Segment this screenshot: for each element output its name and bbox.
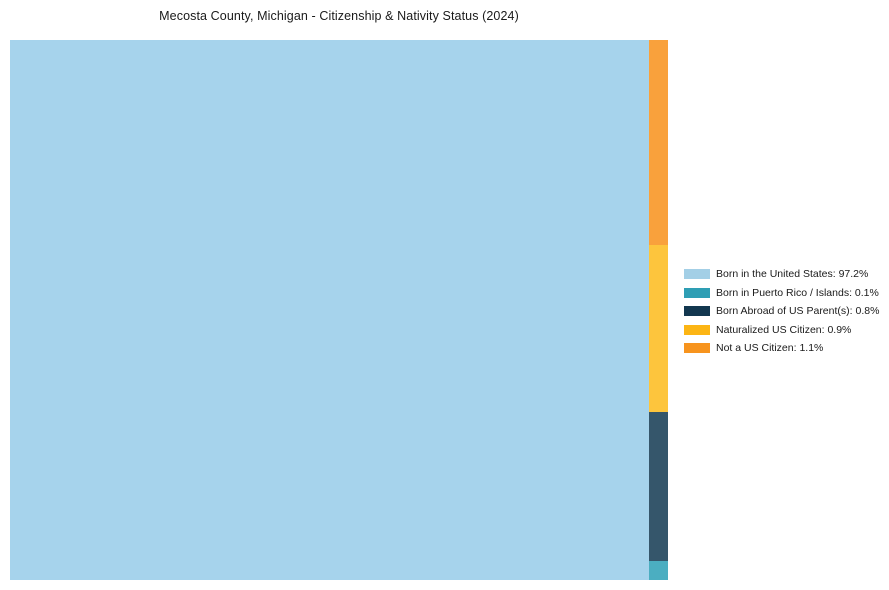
legend-label: Not a US Citizen: 1.1% [716, 342, 824, 355]
legend-item-born-in-the-united-states: Born in the United States: 97.2% [684, 265, 879, 284]
legend-label: Born in the United States: 97.2% [716, 268, 869, 281]
legend-label: Naturalized US Citizen: 0.9% [716, 323, 852, 336]
legend: Born in the United States: 97.2% Born in… [684, 265, 879, 358]
legend-item-born-abroad-of-us-parents: Born Abroad of US Parent(s): 0.8% [684, 302, 879, 321]
treemap-plot-area [10, 40, 668, 580]
legend-label: Born in Puerto Rico / Islands: 0.1% [716, 286, 879, 299]
legend-swatch-not-a-us-citizen [684, 343, 710, 354]
legend-item-not-a-us-citizen: Not a US Citizen: 1.1% [684, 339, 879, 358]
legend-label: Born Abroad of US Parent(s): 0.8% [716, 305, 880, 318]
legend-swatch-naturalized-us-citizen [684, 324, 710, 335]
legend-swatch-born-abroad-of-us-parents [684, 306, 710, 317]
treemap-rect-not-a-us-citizen [648, 40, 668, 245]
legend-swatch-born-in-the-united-states [684, 269, 710, 280]
legend-item-naturalized-us-citizen: Naturalized US Citizen: 0.9% [684, 321, 879, 340]
treemap-rect-born-in-the-united-states [10, 40, 649, 580]
legend-item-born-in-puerto-rico-islands: Born in Puerto Rico / Islands: 0.1% [684, 284, 879, 303]
treemap-rect-naturalized-us-citizen [648, 244, 668, 413]
treemap-rect-born-abroad-of-us-parent-s [648, 412, 668, 562]
legend-swatch-born-in-puerto-rico-islands [684, 287, 710, 298]
chart-title: Mecosta County, Michigan - Citizenship &… [159, 9, 519, 23]
treemap-rect-born-in-puerto-rico-islands [648, 561, 668, 580]
